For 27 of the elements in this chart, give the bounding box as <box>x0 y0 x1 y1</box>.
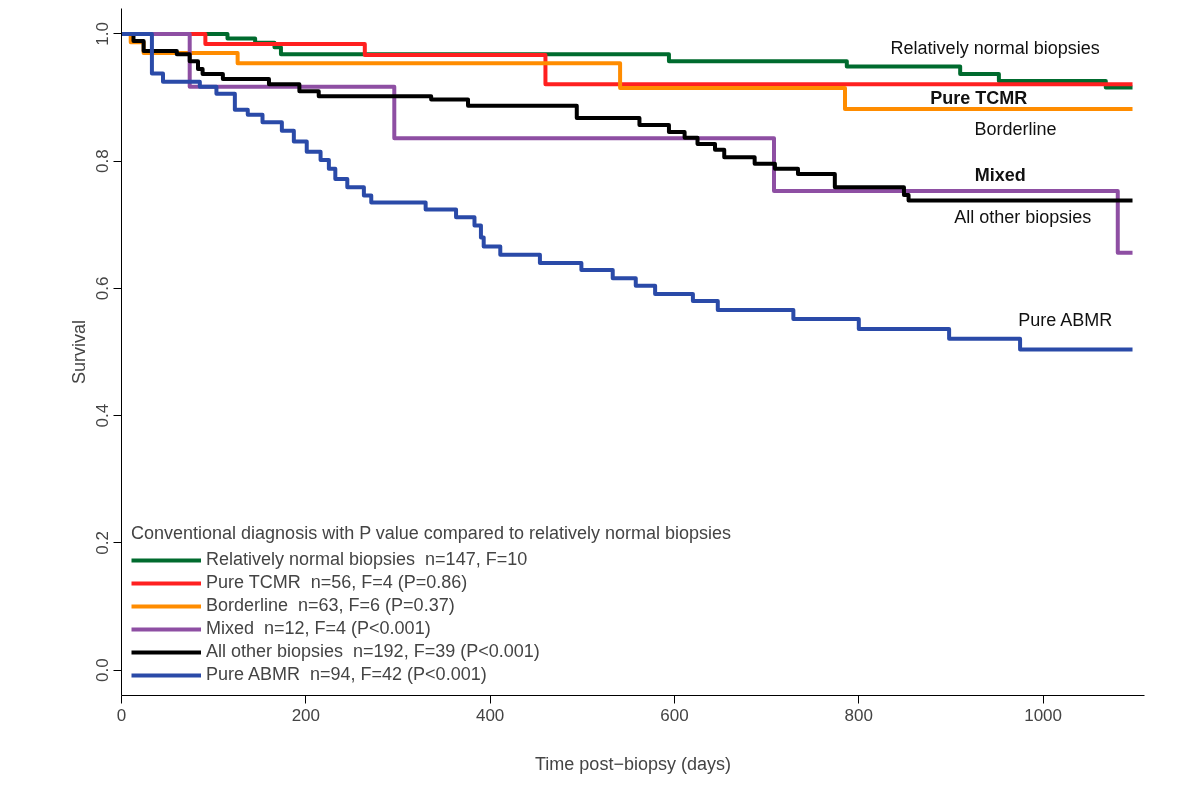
x-tick-label: 800 <box>844 705 873 725</box>
legend-label: Borderline n=63, F=6 (P=0.37) <box>206 595 455 616</box>
y-tick-label: 0.0 <box>93 658 113 682</box>
y-tick-label: 1.0 <box>93 22 113 46</box>
y-tick-label: 0.8 <box>93 149 113 173</box>
x-axis-title: Time post−biopsy (days) <box>535 753 731 774</box>
y-axis-title: Survival <box>68 319 89 385</box>
legend-label: Mixed n=12, F=4 (P<0.001) <box>206 618 431 639</box>
x-tick-label: 200 <box>291 705 321 725</box>
y-tick-label: 0.4 <box>93 403 113 428</box>
legend-label: Pure ABMR n=94, F=42 (P<0.001) <box>206 664 487 685</box>
annotation: Pure TCMR <box>930 87 1028 108</box>
legend-label: Pure TCMR n=56, F=4 (P=0.86) <box>206 572 468 593</box>
x-tick-label: 400 <box>475 705 505 725</box>
legend-label: All other biopsies n=192, F=39 (P<0.001) <box>206 641 540 662</box>
x-tick-label: 600 <box>660 705 689 725</box>
legend-label: Relatively normal biopsies n=147, F=10 <box>206 549 528 570</box>
legend-title: Conventional diagnosis with P value compared to relatively normal biopsies <box>131 523 731 544</box>
annotation: Borderline <box>974 119 1057 140</box>
annotation: Mixed <box>974 165 1026 186</box>
x-tick-label: 1000 <box>1024 705 1063 725</box>
y-tick-label: 0.2 <box>93 531 113 555</box>
annotation: All other biopsies <box>954 207 1092 228</box>
y-tick-label: 0.6 <box>93 276 113 301</box>
annotation: Relatively normal biopsies <box>890 37 1100 58</box>
x-tick-label: 0 <box>116 705 127 725</box>
annotation: Pure ABMR <box>1018 310 1113 331</box>
